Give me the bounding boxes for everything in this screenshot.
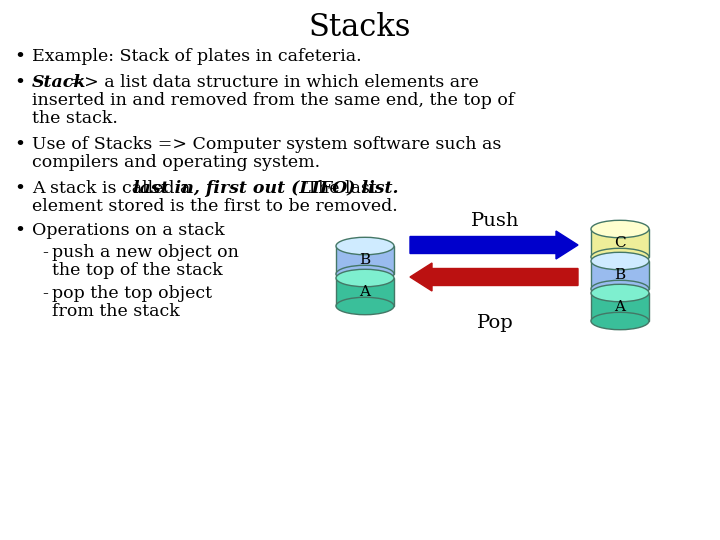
- Text: from the stack: from the stack: [52, 303, 180, 320]
- Text: Push: Push: [471, 212, 519, 230]
- Text: Stacks: Stacks: [309, 12, 411, 43]
- Bar: [336, 246, 394, 274]
- Text: Stack: Stack: [32, 74, 86, 91]
- Ellipse shape: [336, 265, 394, 283]
- Text: B: B: [359, 253, 371, 267]
- Text: A stack is called a: A stack is called a: [32, 180, 196, 197]
- Text: -: -: [42, 244, 48, 261]
- Text: •: •: [14, 48, 25, 66]
- Text: Example: Stack of plates in cafeteria.: Example: Stack of plates in cafeteria.: [32, 48, 361, 65]
- Ellipse shape: [336, 237, 394, 255]
- Text: element stored is the first to be removed.: element stored is the first to be remove…: [32, 198, 397, 215]
- FancyArrow shape: [410, 263, 578, 291]
- Text: => a list data structure in which elements are: => a list data structure in which elemen…: [64, 74, 479, 91]
- Text: A: A: [614, 300, 626, 314]
- Text: A: A: [359, 285, 371, 299]
- Text: •: •: [14, 136, 25, 154]
- Ellipse shape: [591, 248, 649, 266]
- Ellipse shape: [591, 252, 649, 269]
- Bar: [591, 261, 649, 289]
- Ellipse shape: [336, 269, 394, 287]
- Text: The last: The last: [301, 180, 377, 197]
- Text: -: -: [42, 285, 48, 302]
- Text: last in, first out (LIFO) list.: last in, first out (LIFO) list.: [133, 180, 398, 197]
- FancyArrow shape: [410, 231, 578, 259]
- Ellipse shape: [591, 284, 649, 302]
- Text: inserted in and removed from the same end, the top of: inserted in and removed from the same en…: [32, 92, 514, 109]
- Bar: [591, 293, 649, 321]
- Text: compilers and operating system.: compilers and operating system.: [32, 154, 320, 171]
- Text: Use of Stacks => Computer system software such as: Use of Stacks => Computer system softwar…: [32, 136, 501, 153]
- Bar: [336, 278, 394, 306]
- Ellipse shape: [591, 220, 649, 238]
- Text: push a new object on: push a new object on: [52, 244, 239, 261]
- Text: Pop: Pop: [477, 314, 513, 332]
- Ellipse shape: [336, 298, 394, 315]
- Ellipse shape: [591, 280, 649, 298]
- Ellipse shape: [591, 312, 649, 330]
- Text: •: •: [14, 222, 25, 240]
- Bar: [591, 229, 649, 257]
- Text: the top of the stack: the top of the stack: [52, 262, 222, 279]
- Text: the stack.: the stack.: [32, 110, 118, 127]
- Text: C: C: [614, 236, 626, 250]
- Text: Operations on a stack: Operations on a stack: [32, 222, 225, 239]
- Text: •: •: [14, 180, 25, 198]
- Text: •: •: [14, 74, 25, 92]
- Text: pop the top object: pop the top object: [52, 285, 212, 302]
- Text: B: B: [614, 268, 626, 282]
